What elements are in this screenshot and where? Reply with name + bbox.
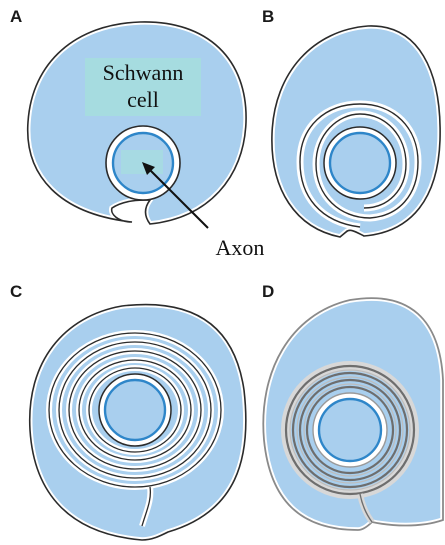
myelin-spiral-outline-b <box>299 103 419 228</box>
panel-c: C <box>10 282 249 543</box>
schwann-label-line1: Schwann <box>103 60 184 85</box>
axon-b <box>328 131 392 195</box>
panel-letter-c: C <box>10 282 22 301</box>
cell-membrane-c <box>28 303 247 541</box>
axon-arrowhead <box>142 162 155 175</box>
panel-letter-d: D <box>262 282 274 301</box>
compact-myelin-d <box>281 361 419 499</box>
cell-membrane-a <box>26 21 247 225</box>
panel-b: B <box>262 7 443 240</box>
panel-a: A Schwann cell Axon <box>10 7 264 260</box>
panel-letter-a: A <box>10 7 22 26</box>
axon-label: Axon <box>216 235 265 260</box>
axon-d <box>317 397 383 463</box>
panel-d: D <box>260 282 445 533</box>
cell-membrane-d <box>262 297 444 531</box>
myelin-wraps-c <box>46 330 224 490</box>
axon-c <box>103 378 167 442</box>
schwann-label-line2: cell <box>127 87 159 112</box>
schwann-label-highlight <box>85 58 201 116</box>
axon-arrow <box>145 165 209 229</box>
cell-membrane-b <box>271 25 441 238</box>
panel-letter-b: B <box>262 7 274 26</box>
